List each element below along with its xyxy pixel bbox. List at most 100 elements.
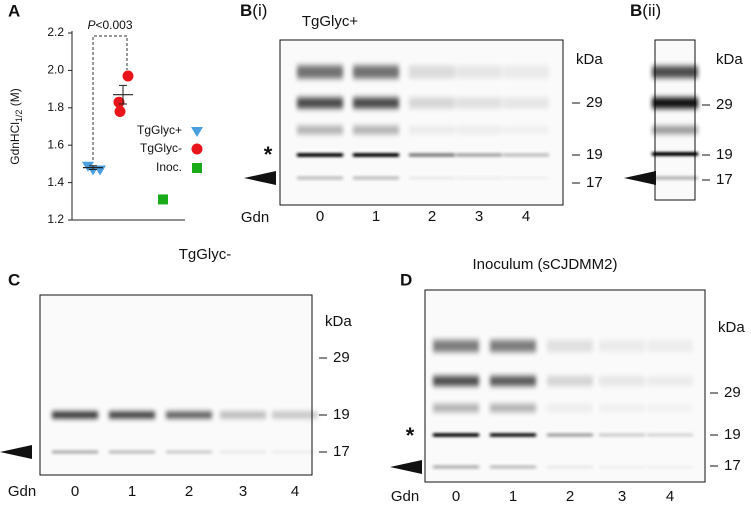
band <box>503 126 549 134</box>
band <box>52 412 98 418</box>
blot-title: Inoculum (sCJDMM2) <box>472 256 617 273</box>
marker-label: 19 <box>333 406 350 423</box>
band <box>490 433 536 437</box>
lane-label: 3 <box>618 488 626 505</box>
lane-label: 3 <box>239 483 247 500</box>
band <box>433 465 479 469</box>
band <box>456 97 502 109</box>
unit-label: kDa <box>576 51 603 68</box>
asterisk: * <box>264 142 273 167</box>
band <box>409 153 455 157</box>
point <box>122 70 134 82</box>
lane-label: 1 <box>128 483 136 500</box>
lane-axis-label: Gdn <box>391 488 419 505</box>
band <box>456 176 502 180</box>
band <box>297 97 343 109</box>
legend-marker <box>192 163 202 173</box>
lane-label: 2 <box>566 488 574 505</box>
significance-bracket <box>92 35 128 160</box>
band <box>599 404 645 412</box>
unit-label: kDa <box>718 319 745 336</box>
band <box>490 404 536 412</box>
band <box>297 176 343 180</box>
marker-label: 19 <box>724 426 741 443</box>
error-bar <box>119 84 127 105</box>
band <box>503 97 549 109</box>
panel-label: D <box>400 270 412 289</box>
marker-label: 17 <box>333 443 350 460</box>
y-tick-label: 1.2 <box>47 212 64 226</box>
band <box>652 126 698 134</box>
panel-label: B(ii) <box>630 1 661 20</box>
band <box>456 153 502 157</box>
lane-label: 4 <box>291 483 299 500</box>
lane-label: 0 <box>452 488 460 505</box>
band <box>220 412 266 418</box>
arrowhead <box>390 460 422 474</box>
band <box>503 153 549 157</box>
point <box>114 106 126 118</box>
lane-label: 2 <box>185 483 193 500</box>
band <box>647 404 693 412</box>
band <box>433 404 479 412</box>
band <box>652 97 698 109</box>
annotation: P<0.003 <box>87 18 132 32</box>
legend-marker <box>191 127 203 137</box>
legend-label: TgGlyc- <box>140 141 182 155</box>
marker-label: 17 <box>724 457 741 474</box>
unit-label: kDa <box>325 313 352 330</box>
asterisk: * <box>406 423 415 448</box>
band <box>297 126 343 134</box>
y-tick-label: 1.8 <box>47 100 64 114</box>
band <box>647 465 693 469</box>
band <box>547 376 593 386</box>
band <box>652 66 698 78</box>
band <box>547 340 593 352</box>
point <box>113 96 125 108</box>
band <box>353 126 399 134</box>
blot-title: TgGlyc- <box>179 246 232 263</box>
band <box>599 465 645 469</box>
band <box>297 65 343 79</box>
band <box>547 404 593 412</box>
band <box>433 340 479 352</box>
y-tick-label: 1.4 <box>47 175 64 189</box>
marker-label: 29 <box>586 94 603 111</box>
marker-label: 29 <box>716 96 733 113</box>
band <box>547 433 593 437</box>
band <box>652 152 698 156</box>
band <box>652 176 698 180</box>
marker-label: 19 <box>716 146 733 163</box>
band <box>109 450 155 454</box>
lane-label: 3 <box>475 208 483 225</box>
band <box>490 376 536 386</box>
band <box>456 126 502 134</box>
legend-label: TgGlyc+ <box>137 123 182 137</box>
band <box>490 340 536 352</box>
band <box>272 450 318 454</box>
band <box>220 450 266 454</box>
y-label-main: GdnHCl <box>8 122 22 165</box>
annotation-symbol: P <box>87 18 95 32</box>
band <box>166 412 212 418</box>
band <box>599 376 645 386</box>
band <box>409 65 455 79</box>
band <box>409 176 455 180</box>
lane-axis-label: Gdn <box>241 209 269 226</box>
band <box>647 340 693 352</box>
band <box>409 97 455 109</box>
band <box>647 376 693 386</box>
lane-label: 4 <box>522 208 530 225</box>
annotation-value: <0.003 <box>95 18 132 32</box>
y-tick-label: 2.0 <box>47 63 64 77</box>
y-label-unit: (M) <box>8 88 22 109</box>
lane-label: 2 <box>428 208 436 225</box>
band <box>503 176 549 180</box>
band <box>433 376 479 386</box>
y-tick-label: 1.6 <box>47 137 64 151</box>
blot-title: TgGlyc+ <box>302 13 359 30</box>
band <box>456 65 502 79</box>
marker-label: 29 <box>724 384 741 401</box>
band <box>166 450 212 454</box>
